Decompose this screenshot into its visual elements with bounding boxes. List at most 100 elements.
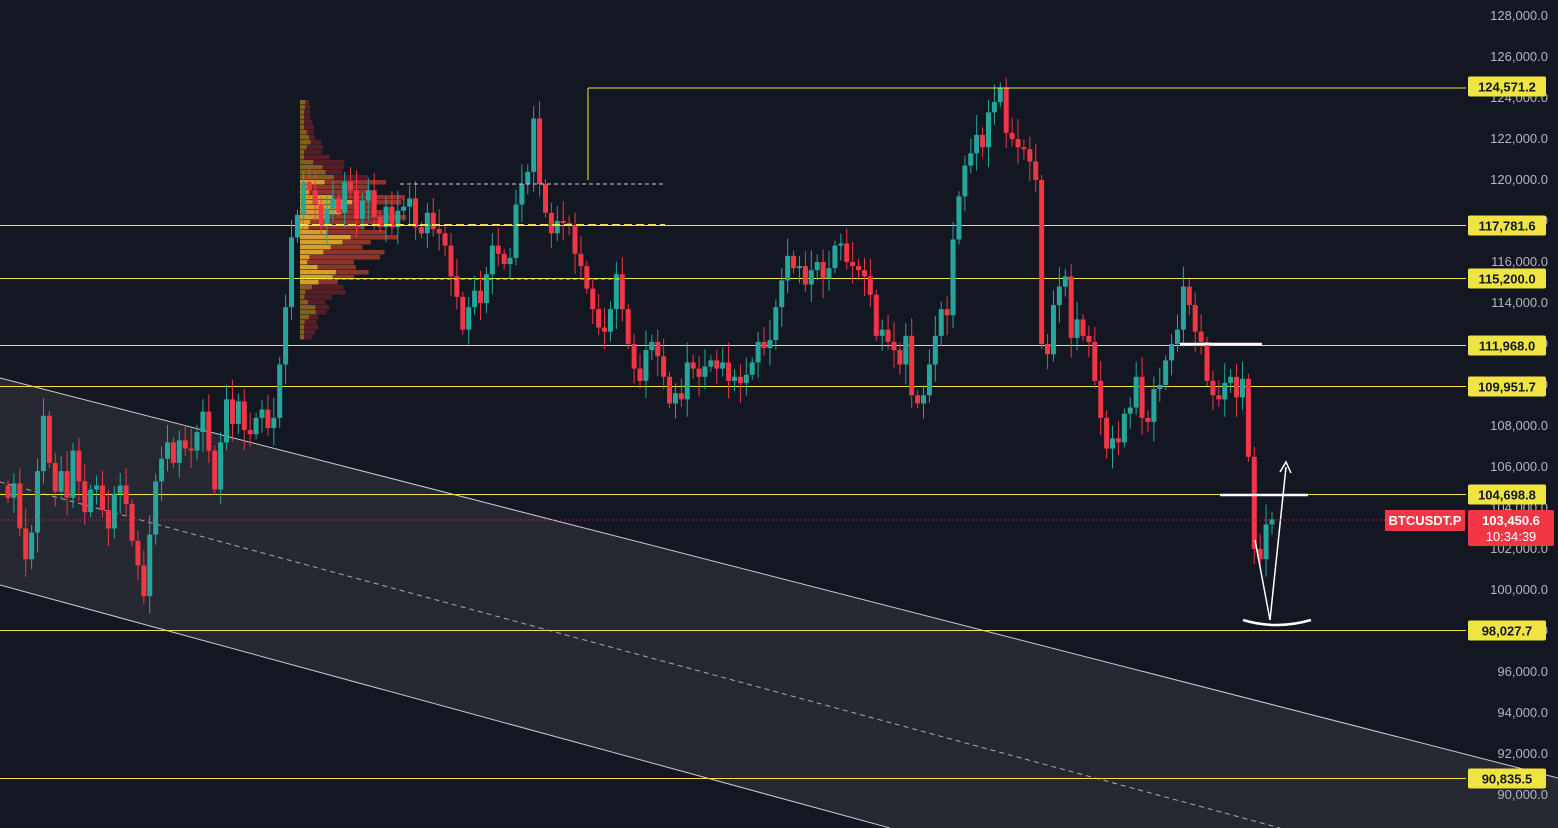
profile-bar-inner [300,240,343,245]
candle-body [206,411,212,451]
candle-body [289,237,295,308]
candle-body [35,471,41,533]
profile-bar-inner [300,275,333,280]
candle-body [844,243,850,262]
candle-body [1186,286,1192,306]
candle-body [253,417,259,435]
candle-body [460,296,466,330]
profile-bar-inner [300,330,304,335]
candle-body [117,485,123,494]
candle-body [838,243,844,246]
candle-body [737,376,743,383]
candle-body [903,335,909,365]
profile-bar-inner [300,280,319,285]
profile-bar [300,330,316,335]
candle-body [1204,341,1210,381]
candle-body [915,395,921,404]
candle-countdown: 10:34:39 [1486,529,1537,544]
y-tick-label: 120,000.0 [1490,172,1548,187]
y-tick-label: 126,000.0 [1490,49,1548,64]
trendline-annotations [300,87,1466,627]
candle-body [755,341,761,363]
profile-bar-inner [300,130,307,135]
profile-bar-inner [300,230,327,235]
candle-body [29,532,35,560]
candle-body [672,393,678,404]
candle-body [353,190,359,219]
profile-bar [300,325,319,330]
y-tick-label: 96,000.0 [1497,664,1548,679]
candle-body [861,270,867,277]
candle-body [1121,413,1127,443]
candle-body [1086,335,1092,342]
candle-body [732,376,738,381]
last-price-badge [1468,510,1554,546]
candle-body [991,102,997,113]
candle-body [1234,376,1240,398]
profile-bar-inner [300,105,306,110]
candle-body [832,245,838,269]
candle-body [726,362,732,381]
profile-bar-inner [300,140,311,145]
candle-body [631,344,637,369]
candle-body [259,409,265,418]
candle-body [365,190,371,201]
candlesticks [5,77,1275,614]
level-badge [1468,76,1546,97]
candle-body [218,442,224,490]
candle-body [153,481,159,535]
candle-body [495,245,501,254]
candle-body [1192,305,1198,332]
candle-body [897,350,903,365]
profile-bar [300,245,363,250]
v-left-leg [1254,539,1271,621]
candle-body [584,266,590,289]
candle-body [324,208,330,226]
level-badge [1468,484,1546,505]
profile-bar [300,250,385,255]
profile-bar [300,145,324,150]
candle-body [1050,305,1056,355]
profile-bar-inner [300,235,351,240]
candle-body [1180,286,1186,330]
candle-body [720,362,726,369]
profile-bar-inner [300,115,304,120]
candle-body [1251,456,1257,549]
profile-bar-inner [300,100,306,105]
profile-bar [300,335,312,340]
candle-body [649,341,655,351]
candle-body [100,485,106,511]
candle-body [749,362,755,375]
candle-body [926,364,932,396]
profile-bar [300,230,387,235]
candle-body [383,206,389,228]
candle-body [229,399,235,424]
candle-body [241,401,247,431]
candle-body [791,255,797,269]
candle-body [224,399,230,443]
candle-body [596,309,602,328]
candle-body [318,204,324,226]
candle-body [418,227,424,234]
symbol-label: BTCUSDT.P [1389,513,1462,528]
candle-body [58,471,64,492]
candle-body [159,458,165,482]
candle-body [247,430,253,435]
candle-body [105,510,111,529]
profile-bar-inner [300,220,311,225]
candle-body [560,221,566,224]
candle-body [678,393,684,400]
candle-body [1133,376,1139,408]
candle-body [5,485,11,498]
candle-body [17,483,23,529]
candle-body [932,335,938,365]
candle-body [1174,329,1180,344]
v-right-leg [1269,466,1287,621]
profile-bar-inner [300,225,309,230]
candle-body [602,327,608,332]
level-value: 90,835.5 [1482,772,1533,787]
channel-fill [0,378,1558,828]
candle-body [554,221,560,234]
candle-body [578,253,584,267]
